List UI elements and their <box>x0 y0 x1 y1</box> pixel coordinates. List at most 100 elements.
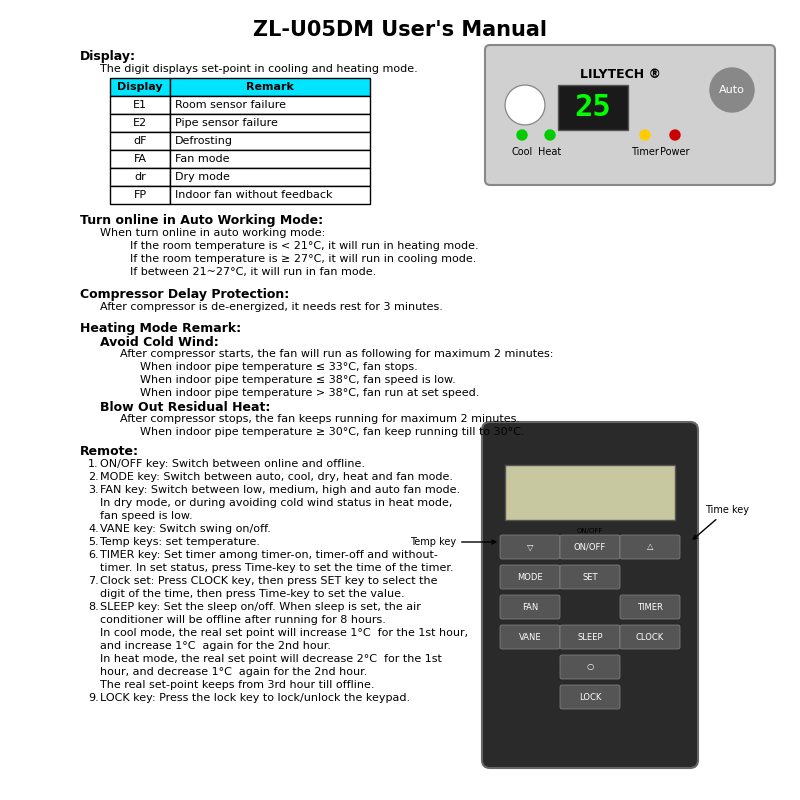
Text: Temp key: Temp key <box>410 537 496 547</box>
Text: FAN key: Switch between low, medium, high and auto fan mode.: FAN key: Switch between low, medium, hig… <box>100 485 460 495</box>
Text: 2.: 2. <box>88 472 98 482</box>
Bar <box>110 114 170 132</box>
Text: SET: SET <box>582 573 598 582</box>
Text: Pipe sensor failure: Pipe sensor failure <box>175 118 278 128</box>
FancyBboxPatch shape <box>482 422 698 768</box>
Text: E2: E2 <box>133 118 147 128</box>
Text: When indoor pipe temperature ≤ 33°C, fan stops.: When indoor pipe temperature ≤ 33°C, fan… <box>140 362 418 372</box>
Text: ON/OFF key: Switch between online and offline.: ON/OFF key: Switch between online and of… <box>100 459 365 469</box>
Text: 25: 25 <box>574 94 611 122</box>
Text: ▽: ▽ <box>526 542 534 551</box>
Bar <box>170 132 370 150</box>
Bar <box>110 150 170 168</box>
Bar <box>505 465 675 520</box>
Bar <box>170 186 370 204</box>
Text: TIMER key: Set timer among timer-on, timer-off and without-: TIMER key: Set timer among timer-on, tim… <box>100 550 438 560</box>
Text: Room sensor failure: Room sensor failure <box>175 100 286 110</box>
Text: Clock set: Press CLOCK key, then press SET key to select the: Clock set: Press CLOCK key, then press S… <box>100 576 438 586</box>
Text: hour, and decrease 1°C  again for the 2nd hour.: hour, and decrease 1°C again for the 2nd… <box>100 667 367 677</box>
Text: fan speed is low.: fan speed is low. <box>100 511 193 521</box>
Text: FAN: FAN <box>522 602 538 611</box>
Text: dr: dr <box>134 172 146 182</box>
FancyBboxPatch shape <box>620 595 680 619</box>
Text: 5.: 5. <box>88 537 98 547</box>
FancyBboxPatch shape <box>620 625 680 649</box>
Text: In dry mode, or during avoiding cold wind status in heat mode,: In dry mode, or during avoiding cold win… <box>100 498 452 508</box>
Text: MODE: MODE <box>517 573 543 582</box>
Text: Compressor Delay Protection:: Compressor Delay Protection: <box>80 288 290 301</box>
Text: VANE: VANE <box>518 633 542 642</box>
Circle shape <box>710 68 754 112</box>
Text: Indoor fan without feedback: Indoor fan without feedback <box>175 190 333 200</box>
Bar <box>170 114 370 132</box>
Text: 1.: 1. <box>88 459 98 469</box>
Text: Avoid Cold Wind:: Avoid Cold Wind: <box>100 336 218 349</box>
Text: If the room temperature is < 21°C, it will run in heating mode.: If the room temperature is < 21°C, it wi… <box>130 241 478 251</box>
Text: Turn online in Auto Working Mode:: Turn online in Auto Working Mode: <box>80 214 323 227</box>
Text: LOCK key: Press the lock key to lock/unlock the keypad.: LOCK key: Press the lock key to lock/unl… <box>100 693 410 703</box>
Text: Defrosting: Defrosting <box>175 136 233 146</box>
Text: When indoor pipe temperature ≤ 38°C, fan speed is low.: When indoor pipe temperature ≤ 38°C, fan… <box>140 375 456 385</box>
Text: After compressor stops, the fan keeps running for maximum 2 minutes.: After compressor stops, the fan keeps ru… <box>120 414 520 424</box>
Text: In cool mode, the real set point will increase 1°C  for the 1st hour,: In cool mode, the real set point will in… <box>100 628 468 638</box>
Text: Timer: Timer <box>631 147 659 157</box>
FancyBboxPatch shape <box>500 565 560 589</box>
Text: 9.: 9. <box>88 693 98 703</box>
Text: If the room temperature is ≥ 27°C, it will run in cooling mode.: If the room temperature is ≥ 27°C, it wi… <box>130 254 476 264</box>
FancyBboxPatch shape <box>560 685 620 709</box>
Text: In heat mode, the real set point will decrease 2°C  for the 1st: In heat mode, the real set point will de… <box>100 654 442 664</box>
Text: When turn online in auto working mode:: When turn online in auto working mode: <box>100 228 326 238</box>
FancyBboxPatch shape <box>560 655 620 679</box>
Text: Temp keys: set temperature.: Temp keys: set temperature. <box>100 537 260 547</box>
Text: 7.: 7. <box>88 576 98 586</box>
Text: Heat: Heat <box>538 147 562 157</box>
Text: Display: Display <box>117 82 163 92</box>
Text: When indoor pipe temperature > 38°C, fan run at set speed.: When indoor pipe temperature > 38°C, fan… <box>140 388 479 398</box>
Text: Display:: Display: <box>80 50 136 63</box>
Text: Fan mode: Fan mode <box>175 154 230 164</box>
Text: digit of the time, then press Time-key to set the value.: digit of the time, then press Time-key t… <box>100 589 405 599</box>
Text: Time key: Time key <box>694 505 749 539</box>
Bar <box>110 78 170 96</box>
Text: E1: E1 <box>133 100 147 110</box>
Text: After compressor is de-energized, it needs rest for 3 minutes.: After compressor is de-energized, it nee… <box>100 302 443 312</box>
Text: TIMER: TIMER <box>637 602 663 611</box>
Text: SLEEP key: Set the sleep on/off. When sleep is set, the air: SLEEP key: Set the sleep on/off. When sl… <box>100 602 421 612</box>
Bar <box>170 96 370 114</box>
Text: timer. In set status, press Time-key to set the time of the timer.: timer. In set status, press Time-key to … <box>100 563 454 573</box>
Text: Cool: Cool <box>511 147 533 157</box>
Text: Dry mode: Dry mode <box>175 172 230 182</box>
Text: CLOCK: CLOCK <box>636 633 664 642</box>
Text: Heating Mode Remark:: Heating Mode Remark: <box>80 322 241 335</box>
Bar <box>110 96 170 114</box>
Text: After compressor starts, the fan will run as following for maximum 2 minutes:: After compressor starts, the fan will ru… <box>120 349 554 359</box>
Text: If between 21~27°C, it will run in fan mode.: If between 21~27°C, it will run in fan m… <box>130 267 376 277</box>
Text: and increase 1°C  again for the 2nd hour.: and increase 1°C again for the 2nd hour. <box>100 641 331 651</box>
Circle shape <box>640 130 650 140</box>
Text: The digit displays set-point in cooling and heating mode.: The digit displays set-point in cooling … <box>100 64 418 74</box>
Text: ON/OFF: ON/OFF <box>574 542 606 551</box>
Text: ZL-U05DM User's Manual: ZL-U05DM User's Manual <box>253 20 547 40</box>
Text: When indoor pipe temperature ≥ 30°C, fan keep running till to 30°C.: When indoor pipe temperature ≥ 30°C, fan… <box>140 427 525 437</box>
Text: LOCK: LOCK <box>579 693 601 702</box>
Bar <box>170 150 370 168</box>
Text: LILYTECH ®: LILYTECH ® <box>579 68 661 81</box>
FancyBboxPatch shape <box>560 535 620 559</box>
Text: VANE key: Switch swing on/off.: VANE key: Switch swing on/off. <box>100 524 271 534</box>
Text: 8.: 8. <box>88 602 98 612</box>
Text: Remark: Remark <box>246 82 294 92</box>
FancyBboxPatch shape <box>560 565 620 589</box>
Text: 6.: 6. <box>88 550 98 560</box>
Text: FA: FA <box>134 154 146 164</box>
Text: Blow Out Residual Heat:: Blow Out Residual Heat: <box>100 401 270 414</box>
Bar <box>170 168 370 186</box>
FancyBboxPatch shape <box>500 625 560 649</box>
Circle shape <box>545 130 555 140</box>
Text: conditioner will be offline after running for 8 hours.: conditioner will be offline after runnin… <box>100 615 386 625</box>
Bar <box>170 78 370 96</box>
Text: 3.: 3. <box>88 485 98 495</box>
Text: Auto: Auto <box>719 85 745 95</box>
Text: dF: dF <box>134 136 146 146</box>
FancyBboxPatch shape <box>500 535 560 559</box>
Circle shape <box>517 130 527 140</box>
